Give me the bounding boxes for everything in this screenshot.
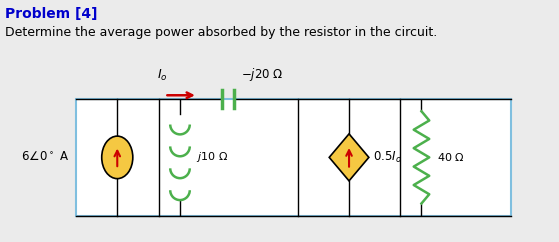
Text: $40\ \Omega$: $40\ \Omega$ xyxy=(437,151,465,163)
Text: $-j20\ \Omega$: $-j20\ \Omega$ xyxy=(240,66,283,83)
Polygon shape xyxy=(329,134,369,181)
Ellipse shape xyxy=(102,136,133,179)
Text: $I_o$: $I_o$ xyxy=(157,68,168,83)
Text: Determine the average power absorbed by the resistor in the circuit.: Determine the average power absorbed by … xyxy=(5,26,437,39)
Text: Problem [4]: Problem [4] xyxy=(5,8,98,21)
Text: $j10\ \Omega$: $j10\ \Omega$ xyxy=(196,150,228,164)
Bar xyxy=(75,99,511,216)
Text: $6\angle 0^\circ$ A: $6\angle 0^\circ$ A xyxy=(21,151,69,164)
Text: $0.5I_o$: $0.5I_o$ xyxy=(373,150,402,165)
